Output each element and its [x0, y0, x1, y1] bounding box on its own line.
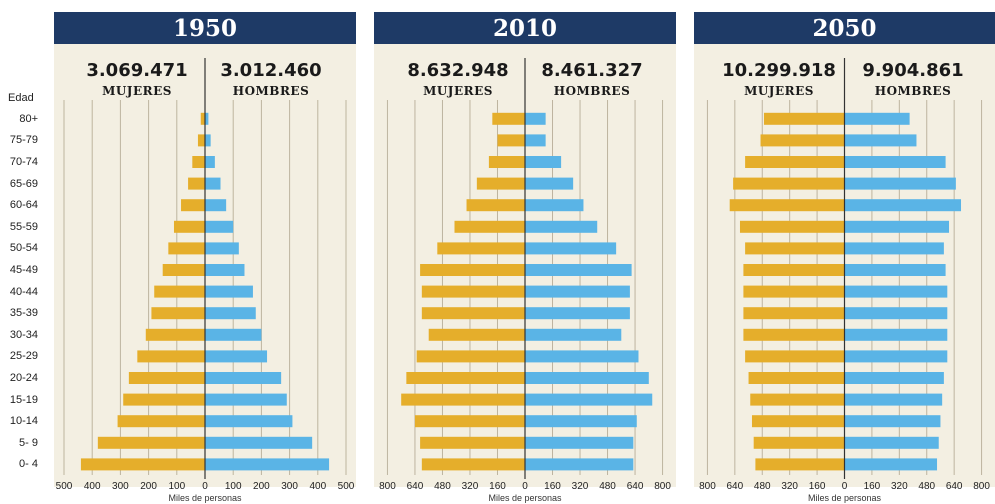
age-label: 0- 4: [19, 458, 38, 471]
age-label: 45-49: [9, 264, 38, 276]
pyramid-panel-2050: 2050 10.299.918 9.904.861 MUJERES HOMBRES: [694, 12, 995, 504]
panel-title: 2050: [694, 12, 995, 44]
age-label: 20-24: [9, 372, 38, 384]
men-total: 3.012.460: [220, 60, 322, 81]
age-label: 15-19: [9, 393, 38, 406]
women-total: 3.069.471: [86, 60, 188, 81]
age-label: 5- 9: [19, 436, 38, 449]
age-label: 40-44: [9, 285, 38, 298]
age-label: 35-39: [9, 307, 38, 320]
age-label: 30-34: [9, 328, 38, 341]
age-label: 75-79: [9, 134, 38, 147]
pyramid-panel-2010: 2010 8.632.948 8.461.327 MUJERES HOMBRES: [374, 12, 676, 504]
age-label: 10-14: [9, 415, 38, 428]
women-total: 10.299.918: [722, 60, 836, 81]
age-label: 55-59: [9, 220, 38, 233]
women-label: MUJERES: [423, 84, 493, 98]
age-label: 60-64: [9, 199, 38, 212]
age-axis-title: Edad: [8, 92, 34, 104]
women-total: 8.632.948: [407, 60, 509, 81]
age-label: 65-69: [9, 177, 38, 190]
age-label: 25-29: [9, 350, 38, 363]
men-label: HOMBRES: [874, 84, 952, 98]
plot-background: [374, 44, 676, 487]
age-label: 70-74: [9, 156, 38, 168]
men-label: HOMBRES: [232, 84, 310, 98]
pyramid-panel-1950: 1950 3.069.471 3.012.460 MUJERES HOMBRES: [54, 12, 356, 504]
age-label: 50-54: [9, 242, 38, 255]
men-total: 8.461.327: [541, 60, 643, 81]
plot-background: [54, 44, 356, 487]
plot-background: [694, 44, 995, 487]
women-label: MUJERES: [744, 84, 814, 98]
panel-title: 1950: [54, 12, 356, 44]
age-label: 80+: [19, 112, 38, 125]
women-label: MUJERES: [102, 84, 172, 98]
panel-title: 2010: [374, 12, 676, 44]
age-axis: Edad 0- 4 5- 9 10-14 15-19 20-24 25-29 30-34 35…: [0, 0, 48, 504]
men-total: 9.904.861: [862, 60, 964, 81]
men-label: HOMBRES: [553, 84, 631, 98]
